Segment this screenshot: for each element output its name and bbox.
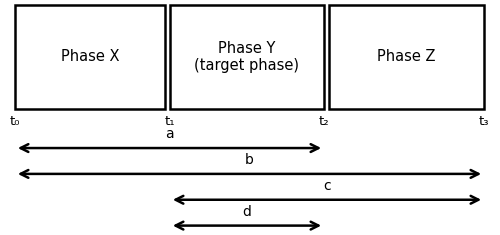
Text: a: a: [165, 127, 174, 141]
Text: c: c: [323, 179, 331, 193]
Text: Phase Y
(target phase): Phase Y (target phase): [194, 41, 300, 73]
Text: d: d: [242, 204, 252, 219]
Text: Phase Z: Phase Z: [378, 50, 436, 64]
Bar: [15, 5, 165, 109]
Text: t₂: t₂: [318, 115, 330, 128]
Bar: [329, 5, 484, 109]
Text: Phase X: Phase X: [61, 50, 120, 64]
Text: t₁: t₁: [165, 115, 175, 128]
Text: t₀: t₀: [10, 115, 20, 128]
Text: b: b: [245, 153, 254, 167]
Text: t₃: t₃: [479, 115, 489, 128]
Bar: [170, 5, 324, 109]
